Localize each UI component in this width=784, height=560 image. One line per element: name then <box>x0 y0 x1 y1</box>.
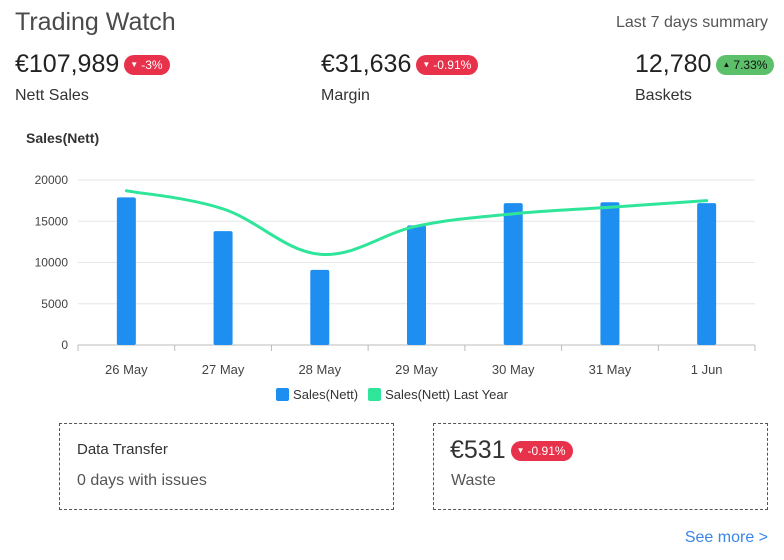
x-tick-label: 31 May <box>589 362 632 377</box>
kpi-value: €31,636 <box>321 50 412 78</box>
series-line <box>124 189 709 256</box>
x-tick-label: 27 May <box>202 362 245 377</box>
bar[interactable] <box>310 269 330 345</box>
y-tick-label: 20000 <box>35 173 69 187</box>
bar[interactable] <box>600 202 620 345</box>
x-tick-label: 30 May <box>492 362 535 377</box>
page-title: Trading Watch <box>15 8 176 36</box>
y-tick-label: 10000 <box>35 256 69 270</box>
change-badge: ▼ -3% <box>124 54 170 75</box>
legend-label: Sales(Nett) <box>293 387 359 402</box>
legend-label: Sales(Nett) Last Year <box>385 387 508 402</box>
card-status: 0 days with issues <box>77 472 207 489</box>
kpi-value: 12,780 <box>635 50 712 78</box>
card-title: Data Transfer <box>77 441 168 458</box>
change-text: -0.91% <box>527 443 566 458</box>
change-text: 7.33% <box>733 57 768 72</box>
bar[interactable] <box>697 203 717 345</box>
kpi-value: €107,989 <box>15 50 120 78</box>
kpi-nett-sales: €107,989 ▼ -3% Nett Sales <box>15 50 170 105</box>
x-tick-label: 26 May <box>105 362 148 377</box>
change-text: -0.91% <box>433 57 472 72</box>
y-tick-label: 0 <box>61 338 68 352</box>
x-tick-label: 1 Jun <box>691 362 723 377</box>
kpi-label: Baskets <box>635 87 692 104</box>
chart-title: Sales(Nett) <box>26 130 100 146</box>
kpi-value: €531 <box>450 436 506 464</box>
card-label: Waste <box>451 472 496 489</box>
kpi-baskets: 12,780 ▲ 7.33% Baskets <box>635 50 775 105</box>
x-tick-label: 29 May <box>395 362 438 377</box>
bar[interactable] <box>407 225 426 345</box>
bar[interactable] <box>213 231 233 345</box>
legend-swatch <box>368 388 382 401</box>
caret-down-icon: ▼ <box>516 446 525 455</box>
period-summary: Last 7 days summary <box>615 14 768 31</box>
y-tick-label: 15000 <box>35 214 69 228</box>
kpi-margin: €31,636 ▼ -0.91% Margin <box>321 50 479 105</box>
waste-card: €531 ▼ -0.91% Waste <box>433 423 768 510</box>
change-text: -3% <box>141 57 163 72</box>
y-tick-label: 5000 <box>41 297 68 311</box>
change-badge: ▼ -0.91% <box>510 440 573 461</box>
change-badge: ▲ 7.33% <box>716 54 775 75</box>
x-tick-label: 28 May <box>298 362 341 377</box>
caret-down-icon: ▼ <box>422 60 431 69</box>
data-transfer-card: Data Transfer 0 days with issues <box>59 423 394 510</box>
legend-swatch <box>276 388 290 401</box>
kpi-label: Nett Sales <box>15 87 89 104</box>
caret-down-icon: ▼ <box>130 60 139 69</box>
see-more-link[interactable]: See more > <box>684 529 768 546</box>
bar[interactable] <box>116 197 136 345</box>
bar[interactable] <box>503 203 523 345</box>
sales-chart: 0 5000 10000 15000 20000 26 May 27 May 28 May 29… <box>35 173 756 377</box>
caret-up-icon: ▲ <box>722 60 731 69</box>
kpi-label: Margin <box>321 87 370 104</box>
change-badge: ▼ -0.91% <box>416 54 479 75</box>
legend-item-sales[interactable]: Sales(Nett) <box>276 387 358 402</box>
legend-item-sales-last-year[interactable]: Sales(Nett) Last Year <box>368 387 508 402</box>
chart-legend: Sales(Nett) Sales(Nett) Last Year <box>0 387 784 402</box>
